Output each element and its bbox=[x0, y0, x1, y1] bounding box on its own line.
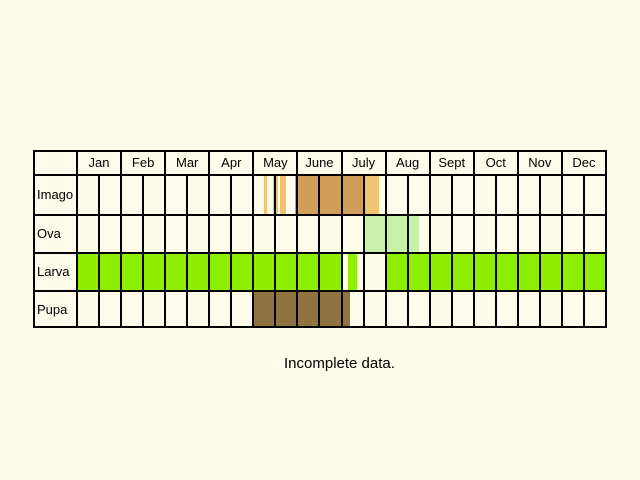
month-header: July bbox=[351, 154, 376, 170]
grid-vline-half bbox=[494, 174, 497, 328]
grid-vline-half bbox=[318, 174, 321, 328]
month-header: June bbox=[305, 154, 334, 170]
grid-vline-half bbox=[186, 174, 189, 328]
grid-vline-month bbox=[516, 150, 519, 328]
month-header: Sept bbox=[438, 154, 466, 170]
grid-vline-month bbox=[164, 150, 167, 328]
stage-bar-ova bbox=[363, 215, 419, 252]
grid-vline-month bbox=[120, 150, 123, 328]
grid-vline bbox=[33, 150, 35, 328]
grid-vline-half bbox=[274, 174, 277, 328]
grid-vline-half bbox=[538, 174, 541, 328]
grid-vline-month bbox=[296, 150, 299, 328]
stage-bar-imago bbox=[279, 175, 287, 214]
stage-label: Larva bbox=[37, 263, 70, 279]
stage-label: Pupa bbox=[37, 301, 68, 317]
grid-vline-half bbox=[230, 174, 233, 328]
caption: Incomplete data. bbox=[284, 355, 395, 372]
phenology-chart: Jan Feb Mar Apr May June July Aug Sept Oct Nov Dec I… bbox=[33, 150, 607, 328]
grid-vline-half bbox=[142, 174, 145, 328]
grid-vline-month bbox=[605, 150, 607, 328]
stage-bar-pupa bbox=[253, 291, 351, 328]
month-header: Jan bbox=[88, 154, 110, 170]
grid-vline-month bbox=[428, 150, 431, 328]
month-header: May bbox=[263, 154, 288, 170]
grid-vline-half bbox=[450, 174, 453, 328]
month-header: Dec bbox=[572, 154, 596, 170]
month-header: Oct bbox=[485, 154, 506, 170]
grid-hline bbox=[33, 150, 606, 152]
stage-bar-imago bbox=[363, 175, 379, 214]
grid-vline-month bbox=[252, 150, 255, 328]
grid-vline-month bbox=[76, 150, 78, 328]
grid-vline-half bbox=[98, 174, 101, 328]
grid-vline-month bbox=[208, 150, 211, 328]
month-header: Feb bbox=[131, 154, 155, 170]
grid-vline-half bbox=[362, 174, 365, 328]
month-header: Nov bbox=[528, 154, 552, 170]
grid-vline-month bbox=[560, 150, 563, 328]
grid-vline-month bbox=[384, 150, 387, 328]
month-header: Aug bbox=[396, 154, 420, 170]
stage-label: Ova bbox=[37, 225, 61, 241]
grid-vline-month bbox=[340, 150, 343, 328]
stage-bar-imago bbox=[264, 175, 267, 214]
grid-vline-half bbox=[406, 174, 409, 328]
month-header: Mar bbox=[176, 154, 199, 170]
grid-vline-half bbox=[582, 174, 585, 328]
stage-bar-imago bbox=[297, 175, 364, 214]
month-header: Apr bbox=[221, 154, 242, 170]
stage-label: Imago bbox=[37, 186, 74, 202]
grid-vline-month bbox=[472, 150, 475, 328]
stage-bar-larva bbox=[348, 253, 357, 290]
